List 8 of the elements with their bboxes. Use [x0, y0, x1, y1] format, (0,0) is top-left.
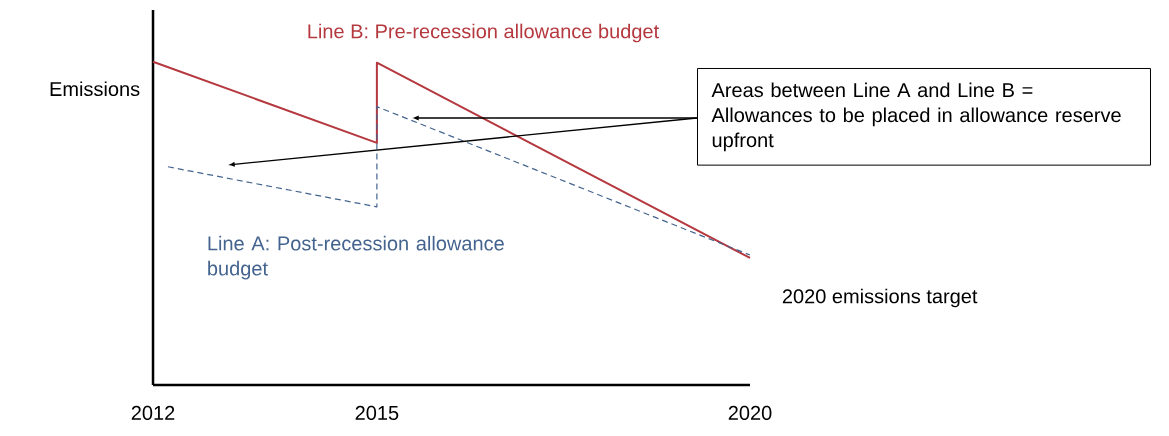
annotation: Areas between Line A and Line B = Allowances to be placed in allowance reserve upfront	[711, 82, 1121, 152]
x-tick-label: 2015	[355, 405, 399, 420]
text: Line B: Pre-recession allowance budget	[308, 23, 659, 43]
y-axis-title: Emissions	[50, 81, 140, 97]
x-tick-label: 2020	[728, 405, 772, 420]
text: Line A: Post-recession allowance budget	[208, 235, 504, 280]
x-tick-label: 2012	[131, 405, 175, 420]
text: 2020 emissions target	[782, 288, 978, 308]
